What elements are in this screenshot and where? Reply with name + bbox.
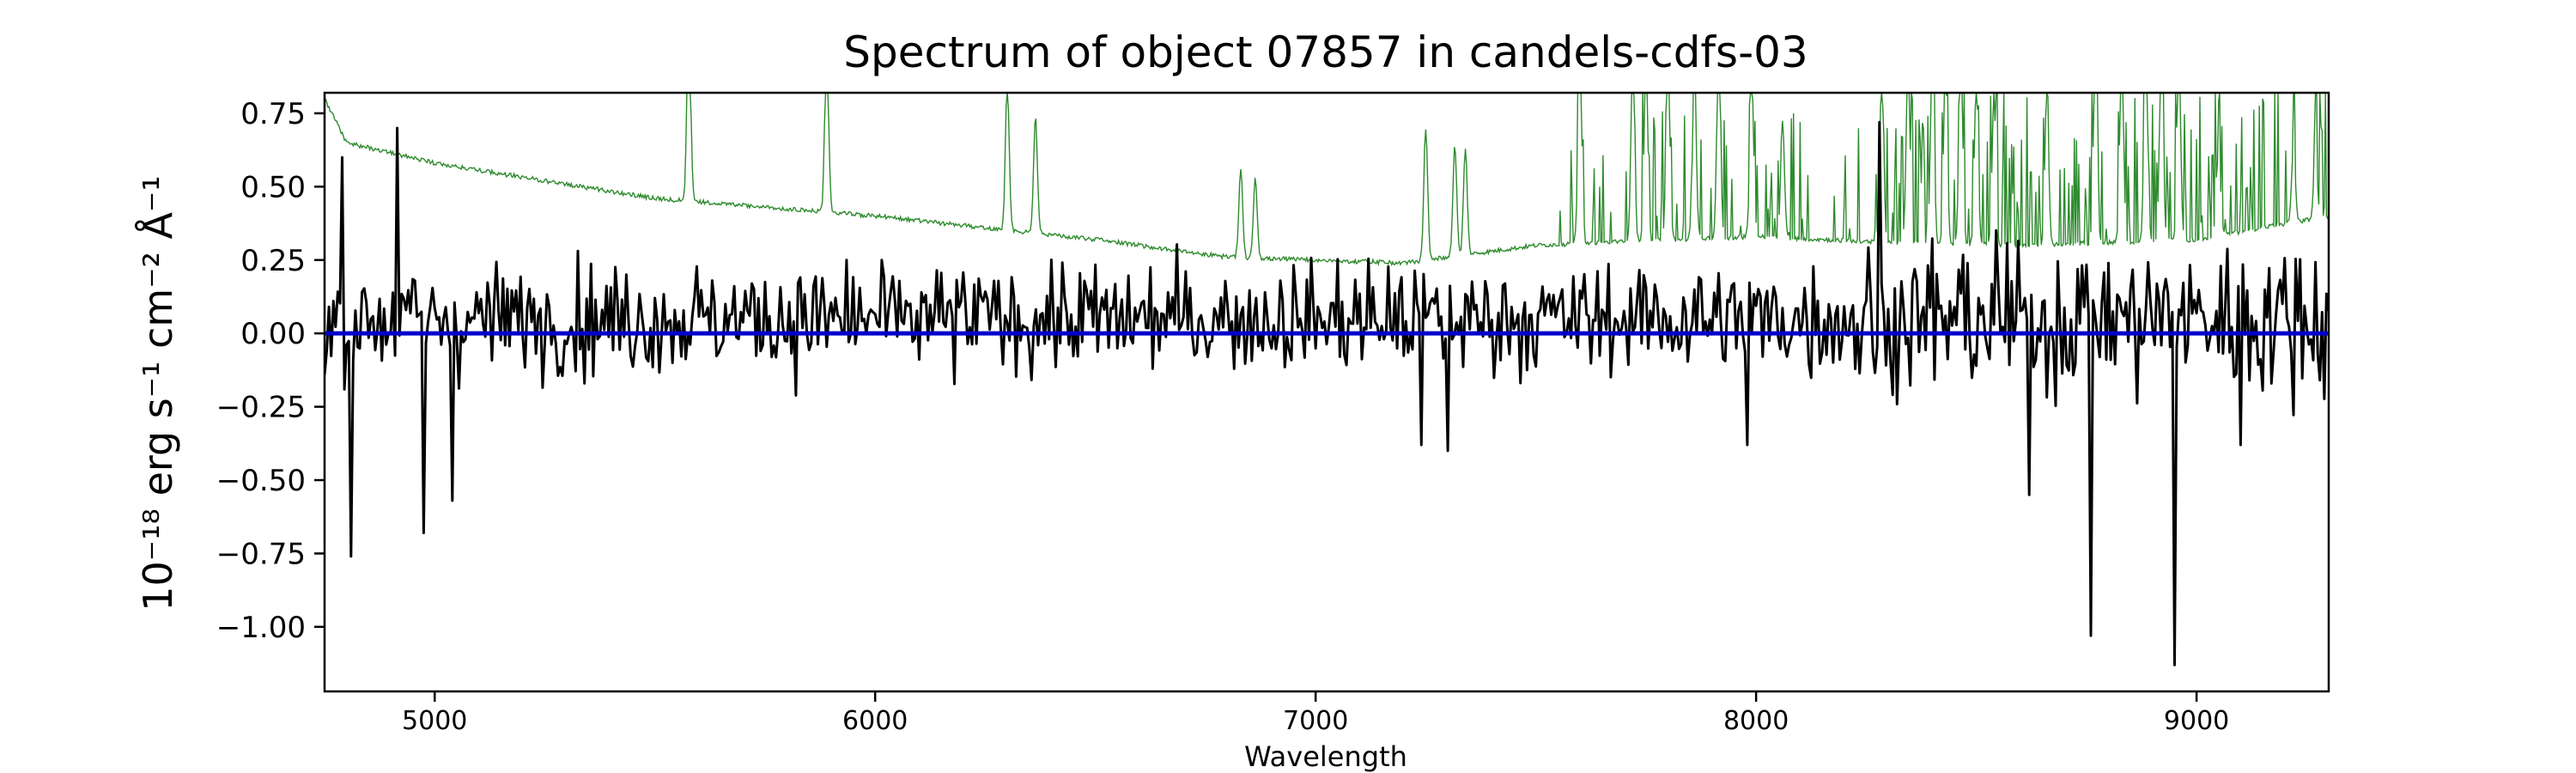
y-tick-label: −0.75 <box>216 537 306 571</box>
x-tick-label: 9000 <box>2164 706 2229 736</box>
y-axis-ticks: 0.75 0.50 0.25 0.00 −0.25 −0.50 −0.75 −1.00 <box>216 97 325 645</box>
y-tick-label: −1.00 <box>216 611 306 645</box>
x-axis-label: Wavelength <box>1244 740 1407 773</box>
y-axis-label: 10⁻¹⁸ erg s⁻¹ cm⁻² Å⁻¹ <box>135 175 181 611</box>
y-tick-label: 0.50 <box>240 170 306 204</box>
flux-spectrum-line <box>325 120 2329 666</box>
x-tick-label: 8000 <box>1723 706 1789 736</box>
x-tick-label: 5000 <box>402 706 467 736</box>
error-spectrum-line <box>325 93 2329 267</box>
plot-area <box>325 93 2329 666</box>
chart-title: Spectrum of object 07857 in candels-cdfs… <box>843 27 1808 77</box>
y-tick-label: 0.25 <box>240 244 306 278</box>
y-tick-label: 0.00 <box>240 317 306 351</box>
x-tick-label: 6000 <box>842 706 908 736</box>
y-tick-label: 0.75 <box>240 97 306 131</box>
x-axis-ticks: 5000 6000 7000 8000 9000 <box>402 691 2229 736</box>
y-tick-label: −0.50 <box>216 464 306 498</box>
axes-frame <box>323 91 2330 693</box>
y-tick-label: −0.25 <box>216 391 306 425</box>
x-tick-label: 7000 <box>1283 706 1348 736</box>
